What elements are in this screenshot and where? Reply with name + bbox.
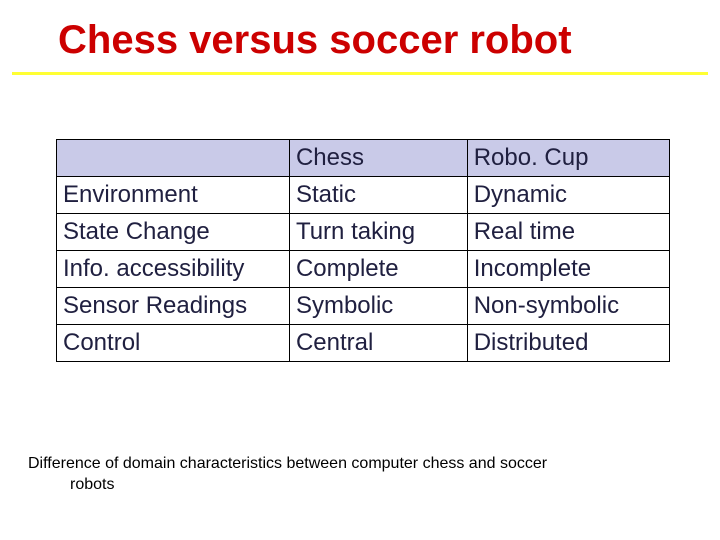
cell-chess: Complete [289,251,467,288]
table-row: State Change Turn taking Real time [57,214,670,251]
caption-line1: Difference of domain characteristics bet… [28,455,547,472]
cell-chess: Symbolic [289,288,467,325]
row-label: State Change [57,214,290,251]
cell-robocup: Non-symbolic [467,288,669,325]
caption-text: Difference of domain characteristics bet… [28,453,680,496]
table-row: Environment Static Dynamic [57,177,670,214]
row-label: Environment [57,177,290,214]
cell-robocup: Dynamic [467,177,669,214]
cell-robocup: Distributed [467,325,669,362]
row-label: Info. accessibility [57,251,290,288]
table-header-row: Chess Robo. Cup [57,140,670,177]
table-row: Info. accessibility Complete Incomplete [57,251,670,288]
slide-title: Chess versus soccer robot [58,18,680,62]
header-cell-blank [57,140,290,177]
cell-chess: Turn taking [289,214,467,251]
row-label: Control [57,325,290,362]
title-area: Chess versus soccer robot [0,0,720,66]
cell-chess: Central [289,325,467,362]
header-cell-robocup: Robo. Cup [467,140,669,177]
cell-chess: Static [289,177,467,214]
comparison-table-wrap: Chess Robo. Cup Environment Static Dynam… [0,75,720,362]
table-row: Control Central Distributed [57,325,670,362]
comparison-table: Chess Robo. Cup Environment Static Dynam… [56,139,670,362]
table-row: Sensor Readings Symbolic Non-symbolic [57,288,670,325]
cell-robocup: Real time [467,214,669,251]
row-label: Sensor Readings [57,288,290,325]
cell-robocup: Incomplete [467,251,669,288]
caption-line2: robots [28,474,680,496]
header-cell-chess: Chess [289,140,467,177]
